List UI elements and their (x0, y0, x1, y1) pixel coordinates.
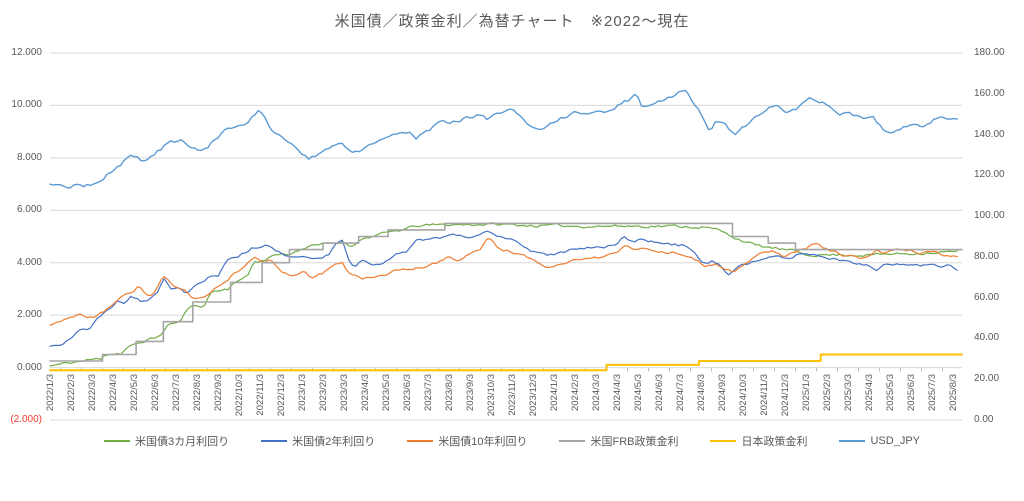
series-line-5 (49, 89, 958, 189)
x-axis-tick-label: 2022/12/3 (276, 374, 287, 417)
legend-label: 日本政策金利 (741, 436, 808, 448)
x-axis-tick-label: 2022/9/3 (213, 374, 224, 411)
legend-item-1: 米国債2年利回り (261, 433, 375, 449)
x-axis-tick-label: 2022/1/3 (45, 374, 56, 411)
legend-item-4: 日本政策金利 (710, 433, 807, 449)
legend-label: 米国FRB政策金利 (590, 436, 679, 448)
legend-swatch-icon (559, 440, 586, 442)
y-axis-tick-label-left: 10.000 (11, 99, 42, 111)
x-axis-tick-label: 2023/9/3 (465, 374, 476, 411)
legend-label: 米国債10年利回り (438, 436, 528, 448)
x-axis-tick-label: 2024/2/3 (570, 374, 581, 411)
y-axis-tick-label-left: 6.000 (16, 204, 42, 216)
y-axis-tick-label-right: 180.00 (974, 47, 1005, 58)
x-axis-tick-label: 2025/2/3 (822, 374, 833, 411)
legend-swatch-icon (710, 440, 737, 442)
x-axis-tick-label: 2024/11/3 (759, 374, 770, 416)
x-axis-tick-label: 2025/8/3 (948, 374, 959, 411)
legend-label: 米国債3カ月利回り (134, 436, 230, 448)
x-axis-tick-label: 2024/5/3 (633, 374, 644, 411)
x-axis-tick-label: 2024/9/3 (717, 374, 728, 411)
y-axis-tick-label-right: 20.00 (974, 373, 1000, 385)
series-line-4 (49, 353, 963, 372)
y-axis-tick-label-left: 12.000 (11, 47, 42, 58)
x-axis-tick-label: 2024/12/3 (780, 374, 791, 417)
y-axis-tick-label-right: 160.00 (974, 87, 1005, 99)
x-axis-tick-label: 2023/3/3 (339, 374, 350, 411)
x-axis-tick-label: 2025/5/3 (885, 374, 896, 411)
x-axis-tick-label: 2025/3/3 (843, 374, 854, 411)
x-axis-tick-label: 2024/6/3 (654, 374, 665, 411)
legend-item-2: 米国債10年利回り (407, 433, 527, 449)
x-axis-tick-label: 2023/12/3 (528, 374, 539, 417)
legend-label: 米国債2年利回り (292, 436, 376, 448)
y-axis-tick-label-left: 2.000 (16, 309, 42, 321)
x-axis-tick-label: 2025/4/3 (864, 374, 875, 411)
legend-label: USD_JPY (870, 435, 921, 447)
legend-swatch-icon (261, 440, 288, 442)
x-axis-tick-label: 2022/4/3 (108, 374, 119, 411)
x-axis-tick-label: 2022/5/3 (129, 374, 140, 411)
x-axis-tick-label: 2025/7/3 (927, 374, 938, 411)
legend-swatch-icon (103, 440, 130, 442)
x-axis-tick-label: 2023/7/3 (423, 374, 434, 411)
x-axis-tick-label: 2024/3/3 (591, 374, 602, 411)
y-axis-tick-label-left: 0.000 (16, 361, 42, 373)
y-axis-tick-label-right: 140.00 (974, 128, 1005, 140)
legend-item-5: USD_JPY (839, 435, 920, 447)
x-axis-tick-label: 2022/8/3 (192, 374, 203, 411)
x-axis-tick-label: 2024/8/3 (696, 374, 707, 411)
x-axis-tick-label: 2022/11/3 (255, 374, 266, 416)
x-axis-tick-label: 2024/7/3 (675, 374, 686, 411)
y-axis-tick-label-left: (2.000) (10, 414, 42, 425)
x-axis-tick-label: 2023/11/3 (507, 374, 518, 416)
y-axis-tick-label-right: 0.00 (974, 414, 994, 425)
legend-item-0: 米国債3カ月利回り (103, 433, 230, 449)
x-axis-tick-label: 2023/8/3 (444, 374, 455, 411)
x-axis-tick-label: 2024/10/3 (738, 374, 749, 417)
series-line-3 (49, 222, 963, 362)
y-axis-tick-label-right: 60.00 (974, 291, 1000, 303)
y-axis-tick-label-left: 4.000 (16, 256, 42, 268)
y-axis-tick-label-right: 120.00 (974, 169, 1005, 181)
x-axis-tick-label: 2022/6/3 (150, 374, 161, 411)
series-line-1 (49, 230, 958, 347)
legend-swatch-icon (839, 440, 866, 442)
y-axis-tick-label-right: 40.00 (974, 332, 1000, 344)
series-line-0 (49, 222, 958, 367)
x-axis-tick-label: 2022/10/3 (234, 374, 245, 417)
legend-swatch-icon (407, 440, 434, 442)
x-axis-tick-label: 2023/1/3 (297, 374, 308, 411)
x-axis-tick-label: 2024/4/3 (612, 374, 623, 411)
x-axis-tick-label: 2023/4/3 (360, 374, 371, 411)
x-axis-tick-label: 2022/3/3 (87, 374, 98, 411)
y-axis-tick-label-left: 8.000 (16, 151, 42, 163)
x-axis-tick-label: 2023/10/3 (486, 374, 497, 417)
chart-title: 米国債／政策金利／為替チャート ※2022～現在 (334, 13, 690, 30)
x-axis-tick-label: 2023/2/3 (318, 374, 329, 411)
x-axis-tick-label: 2025/1/3 (801, 374, 812, 411)
x-axis-tick-label: 2025/6/3 (906, 374, 917, 411)
y-axis-tick-label-right: 100.00 (974, 210, 1005, 222)
legend-item-3: 米国FRB政策金利 (559, 433, 678, 449)
y-axis-tick-label-right: 80.00 (974, 250, 1000, 262)
x-axis-tick-label: 2024/1/3 (549, 374, 560, 411)
x-axis-tick-label: 2023/5/3 (381, 374, 392, 411)
x-axis-tick-label: 2023/6/3 (402, 374, 413, 411)
legend: 米国債3カ月利回り 米国債2年利回り 米国債10年利回り 米国FRB政策金利 日本政策金… (0, 433, 1024, 449)
x-axis-tick-label: 2022/7/3 (171, 374, 182, 411)
x-axis-tick-label: 2022/2/3 (66, 374, 77, 411)
